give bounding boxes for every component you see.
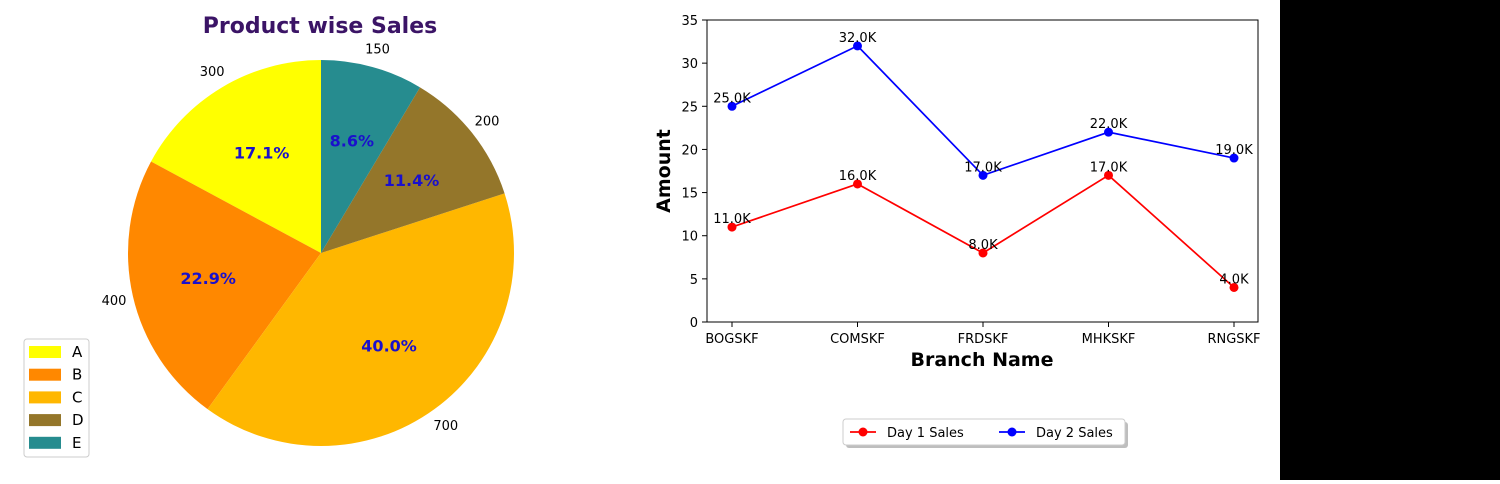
data-label: 17.0K (964, 160, 1002, 175)
pie-percent-label: 22.9% (180, 269, 236, 288)
pie-legend-label: E (72, 434, 81, 452)
y-axis-ticks: 0 5 10 15 20 25 30 35 (681, 14, 707, 331)
data-point (727, 101, 737, 111)
y-tick-label: 5 (690, 273, 698, 288)
pie-percent-label: 8.6% (330, 131, 374, 150)
series-line (731, 44, 1235, 177)
pie-legend-swatch (29, 436, 61, 449)
y-tick-label: 0 (690, 316, 698, 331)
x-tick-label: MHKSKF (1082, 332, 1136, 347)
pie-slices (127, 60, 515, 447)
right-black-panel (1280, 0, 1500, 480)
series-line (731, 174, 1235, 289)
pie-legend-swatch (29, 414, 61, 427)
x-axis-ticks: BOGSKF COMSKF FRDSKF MHKSKF RNGSKF (705, 322, 1261, 347)
pie-legend-swatch (29, 368, 61, 381)
series-day2: 25.0K 32.0K 17.0K 22.0K 19.0K (713, 31, 1253, 180)
pie-slice-a (151, 60, 321, 253)
data-point (1104, 127, 1113, 137)
x-tick-label: COMSKF (830, 332, 885, 347)
data-label: 19.0K (1215, 143, 1253, 158)
y-tick-label: 10 (681, 230, 698, 245)
pie-chart: Product wise Sales 17.1% 300 22.9% 400 40.0%… (23, 14, 515, 458)
data-label: 17.0K (1090, 160, 1128, 175)
figure-canvas: Product wise Sales 17.1% 300 22.9% 400 40.0%… (23, 14, 1261, 458)
data-label: 11.0K (713, 212, 751, 227)
figure-svg: Product wise Sales 17.1%30022.9%40040.0%… (23, 14, 1261, 458)
data-point (978, 170, 988, 180)
data-point (853, 41, 862, 51)
pie-percent-label: 17.1% (234, 144, 290, 163)
pie-slice-b (127, 161, 321, 410)
x-tick-label: BOGSKF (705, 332, 758, 347)
data-point (1229, 153, 1239, 163)
y-tick-label: 25 (681, 100, 698, 115)
series-day1: 11.0K 16.0K 8.0K 17.0K 4.0K (713, 160, 1249, 292)
y-axis-title: Amount (653, 129, 675, 213)
data-label: 25.0K (713, 91, 751, 106)
legend-marker (858, 427, 868, 437)
pie-legend-label: D (72, 411, 84, 429)
line-series: 11.0K 16.0K 8.0K 17.0K 4.0K 25.0K 32.0K 17.0K 22… (713, 31, 1253, 292)
pie-value-label: 700 (433, 419, 458, 434)
line-legend-items: Day 1 Sales Day 2 Sales (850, 426, 1113, 441)
x-tick-label: FRDSKF (958, 332, 1009, 347)
y-tick-label: 35 (681, 14, 698, 29)
pie-legend-label: A (72, 343, 83, 361)
pie-slice-e (321, 60, 420, 253)
legend-marker (1007, 427, 1017, 437)
line-legend-label: Day 2 Sales (1036, 426, 1113, 441)
y-tick-label: 30 (681, 57, 698, 72)
pie-value-label: 150 (365, 42, 390, 57)
pie-labels: 17.1% 300 22.9% 400 40.0% 700 11.4% 200 8.6% 150 (102, 42, 500, 433)
data-point (1104, 170, 1113, 180)
pie-percent-label: 40.0% (361, 337, 417, 356)
y-tick-label: 20 (681, 143, 698, 158)
line-legend-frame (842, 418, 1126, 446)
data-label: 8.0K (968, 238, 998, 253)
pie-legend-label: B (72, 366, 82, 384)
pie-title: Product wise Sales (203, 14, 438, 39)
data-point (727, 222, 737, 232)
pie-slice-c (207, 193, 515, 447)
line-legend-label: Day 1 Sales (887, 426, 964, 441)
line-legend: Day 1 Sales Day 2 Sales (842, 418, 1128, 448)
pie-percent-label: 11.4% (384, 171, 440, 190)
x-tick-label: RNGSKF (1207, 332, 1260, 347)
data-point (978, 248, 988, 258)
pie-value-label: 200 (475, 115, 500, 130)
y-tick-label: 15 (681, 187, 698, 202)
pie-legend-swatch (29, 346, 61, 358)
pie-value-label: 300 (200, 65, 225, 80)
line-chart: 0 5 10 15 20 25 30 35 BOGSKF COMSKF FRDSKF MHKSKF R… (653, 14, 1261, 448)
data-label: 16.0K (839, 169, 877, 184)
data-point (1229, 282, 1239, 292)
pie-legend-label: C (72, 388, 82, 406)
pie-legend-swatch (29, 391, 61, 404)
data-label: 22.0K (1090, 117, 1128, 132)
x-axis-title: Branch Name (910, 349, 1053, 371)
data-label: 4.0K (1219, 272, 1249, 287)
data-point (853, 179, 862, 189)
pie-value-label: 400 (102, 294, 127, 309)
data-label: 32.0K (839, 31, 877, 46)
pie-slice-d (321, 87, 505, 253)
